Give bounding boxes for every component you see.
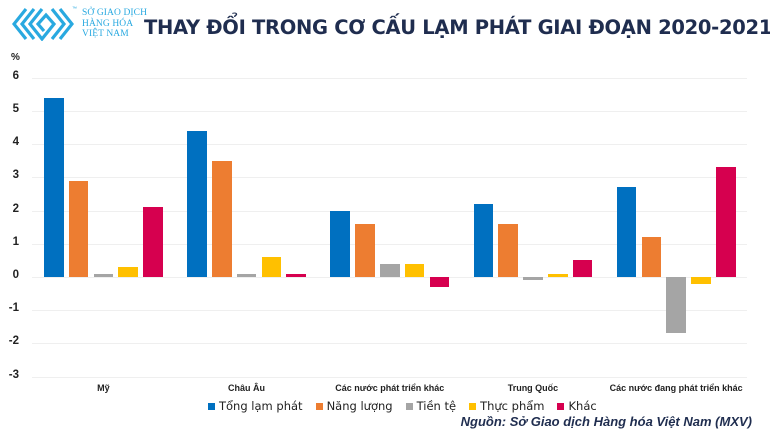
x-category-label: Các nước phát triển khác: [335, 383, 445, 393]
x-category-label: Trung Quốc: [507, 383, 559, 393]
legend-swatch-icon: [469, 402, 477, 410]
bar: [355, 223, 375, 277]
bar: [572, 260, 593, 277]
bar: [44, 97, 64, 277]
brand-name-line-2: HÀNG HÓA: [82, 18, 134, 29]
x-category-label: Mỹ: [97, 383, 110, 393]
x-category-label: Châu Âu: [228, 383, 266, 393]
chart-title: THAY ĐỔI TRONG CƠ CẤU LẠM PHÁT GIAI ĐOẠN…: [144, 16, 770, 39]
legend-item: Năng lượng: [315, 399, 393, 413]
gridline: [32, 177, 747, 178]
legend-swatch-icon: [557, 402, 565, 410]
legend-swatch-icon: [405, 402, 413, 410]
legend-label: Tổng lạm phát: [219, 399, 303, 413]
bar: [380, 263, 400, 277]
trademark-mark: ™: [72, 6, 77, 12]
brand-name-line-1: SỞ GIAO DỊCH: [82, 8, 148, 18]
legend-swatch-icon: [315, 402, 323, 410]
gridline: [32, 211, 747, 212]
bar: [187, 130, 207, 277]
bar: [404, 263, 425, 277]
y-tick-label: -1: [8, 302, 19, 314]
bar: [548, 273, 568, 277]
gridline: [32, 277, 747, 278]
bar: [473, 203, 494, 277]
y-tick-label: -2: [8, 335, 19, 347]
gridline: [32, 343, 747, 344]
bar: [666, 277, 686, 334]
legend-item: Thực phẩm: [469, 399, 544, 413]
x-category-label: Các nước đang phát triển khác: [609, 383, 743, 393]
brand-logo-icon: [12, 8, 74, 41]
brand-name: SỞ GIAO DỊCH HÀNG HÓA VIỆT NAM: [82, 8, 147, 40]
bar: [261, 257, 282, 277]
legend-item: Tổng lạm phát: [208, 399, 303, 413]
gridline: [32, 377, 747, 378]
y-tick-label: 3: [12, 169, 19, 181]
legend-label: Khác: [568, 399, 597, 413]
source-note: Nguồn: Sở Giao dịch Hàng hóa Việt Nam (M…: [460, 414, 752, 429]
bar: [143, 207, 163, 277]
bar: [691, 277, 711, 284]
legend-swatch-icon: [208, 402, 215, 410]
y-tick-label: 6: [12, 70, 19, 82]
y-tick-label: 0: [12, 269, 19, 281]
legend-item: Khác: [557, 399, 597, 413]
gridline: [32, 310, 747, 311]
bar: [330, 210, 350, 277]
bar: [429, 277, 450, 287]
bar: [498, 223, 518, 277]
bar: [93, 273, 114, 277]
legend-label: Tiền tệ: [416, 399, 457, 413]
bar: [523, 277, 543, 281]
gridline: [32, 78, 747, 79]
y-tick-label: 1: [12, 236, 19, 248]
bar: [616, 187, 637, 277]
y-tick-label: 4: [12, 136, 19, 148]
gridline: [32, 144, 747, 145]
bar: [212, 160, 232, 277]
y-tick-label: 2: [12, 203, 19, 215]
chart-legend: Tổng lạm phát Năng lượng Tiền tệ Thực phẩm K…: [208, 399, 597, 413]
y-axis-unit: %: [11, 52, 20, 63]
gridline: [32, 244, 747, 245]
brand-name-line-3: VIỆT NAM: [82, 29, 129, 39]
legend-label: Năng lượng: [326, 399, 393, 413]
bar: [118, 267, 138, 277]
y-tick-label: 5: [12, 103, 19, 115]
bar: [286, 273, 306, 277]
bar: [236, 273, 257, 277]
legend-item: Tiền tệ: [405, 399, 457, 413]
bar: [716, 167, 736, 277]
bar: [68, 180, 89, 277]
y-tick-label: -3: [8, 369, 19, 381]
gridline: [32, 111, 747, 112]
legend-label: Thực phẩm: [480, 399, 545, 413]
bar: [641, 237, 662, 277]
